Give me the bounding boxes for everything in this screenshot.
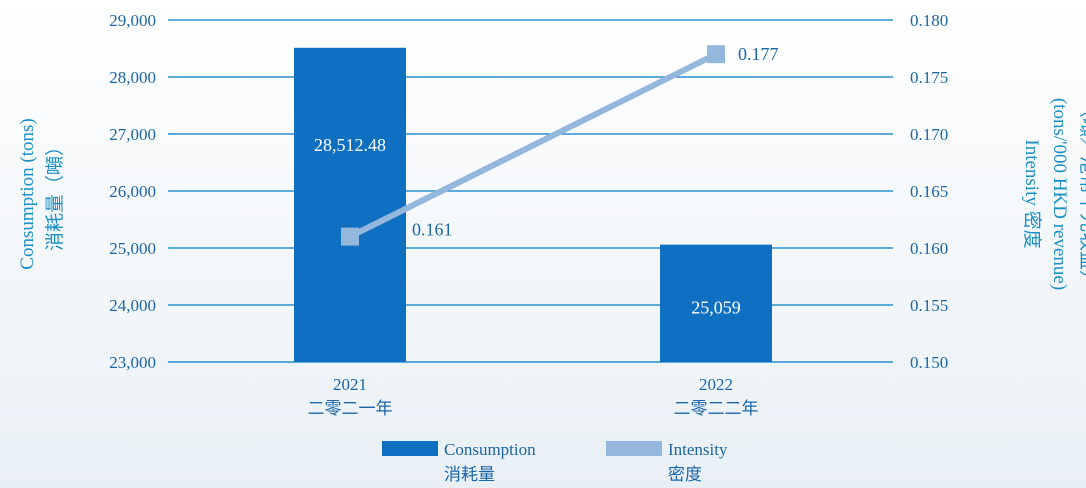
category-label: 2022 (699, 375, 733, 394)
left-tick-label: 27,000 (109, 125, 156, 144)
legend-label-consumption-zh: 消耗量 (444, 465, 495, 484)
intensity-point-2022 (707, 45, 725, 64)
right-tick-label: 0.160 (910, 239, 948, 258)
legend-swatch-intensity (606, 441, 662, 456)
right-tick-label: 0.155 (910, 296, 948, 315)
left-tick-label: 29,000 (109, 11, 156, 30)
legend-label-consumption: Consumption (444, 440, 536, 459)
bar-value-label: 25,059 (691, 298, 741, 318)
right-tick-label: 0.170 (910, 125, 948, 144)
right-axis-title-zh: （噸／港幣千元收益） (1077, 99, 1086, 289)
right-tick-label: 0.175 (910, 68, 948, 87)
category-labels: 2021 二零二一年 2022 二零二二年 (308, 375, 759, 418)
right-axis-title: Intensity 密度 (tons/'000 HKD revenue) （噸／… (1021, 98, 1086, 290)
intensity-series-line (348, 51, 718, 240)
left-axis-title: Consumption (tons) 消耗量（噸） (17, 118, 66, 269)
left-tick-label: 28,000 (109, 68, 156, 87)
left-axis-ticks: 23,000 24,000 25,000 26,000 27,000 28,000 29,0… (109, 11, 156, 372)
left-tick-label: 25,000 (109, 239, 156, 258)
right-tick-label: 0.165 (910, 182, 948, 201)
left-tick-label: 24,000 (109, 296, 156, 315)
left-tick-label: 26,000 (109, 182, 156, 201)
right-axis-title-line1: Intensity 密度 (1021, 139, 1043, 248)
left-axis-title-en: Consumption (tons) (17, 118, 38, 269)
right-axis-ticks: 0.150 0.155 0.160 0.165 0.170 0.175 0.180 (910, 11, 948, 372)
right-tick-label: 0.180 (910, 11, 948, 30)
bar-value-label: 28,512.48 (314, 135, 386, 155)
intensity-line: 0.161 0.177 (341, 44, 779, 246)
right-tick-label: 0.150 (910, 353, 948, 372)
category-label-zh: 二零二一年 (308, 399, 393, 418)
bars: 28,512.48 25,059 (294, 47, 772, 363)
legend-swatch-consumption (382, 441, 438, 456)
legend-label-intensity-zh: 密度 (668, 465, 702, 484)
legend-label-intensity: Intensity (668, 440, 728, 459)
category-label-zh: 二零二二年 (674, 399, 759, 418)
bar-consumption-2022 (660, 244, 772, 362)
intensity-value-label: 0.177 (738, 44, 779, 64)
left-axis-title-zh: 消耗量（噸） (44, 137, 66, 251)
intensity-point-2021 (341, 227, 359, 246)
grid-lines (168, 19, 893, 363)
left-tick-label: 23,000 (109, 353, 156, 372)
intensity-value-label: 0.161 (412, 220, 453, 240)
category-label: 2021 (333, 375, 367, 394)
legend: Consumption 消耗量 Intensity 密度 (382, 440, 728, 484)
bar-consumption-2021 (294, 47, 406, 363)
right-axis-title-line2: (tons/'000 HKD revenue) (1049, 98, 1070, 290)
